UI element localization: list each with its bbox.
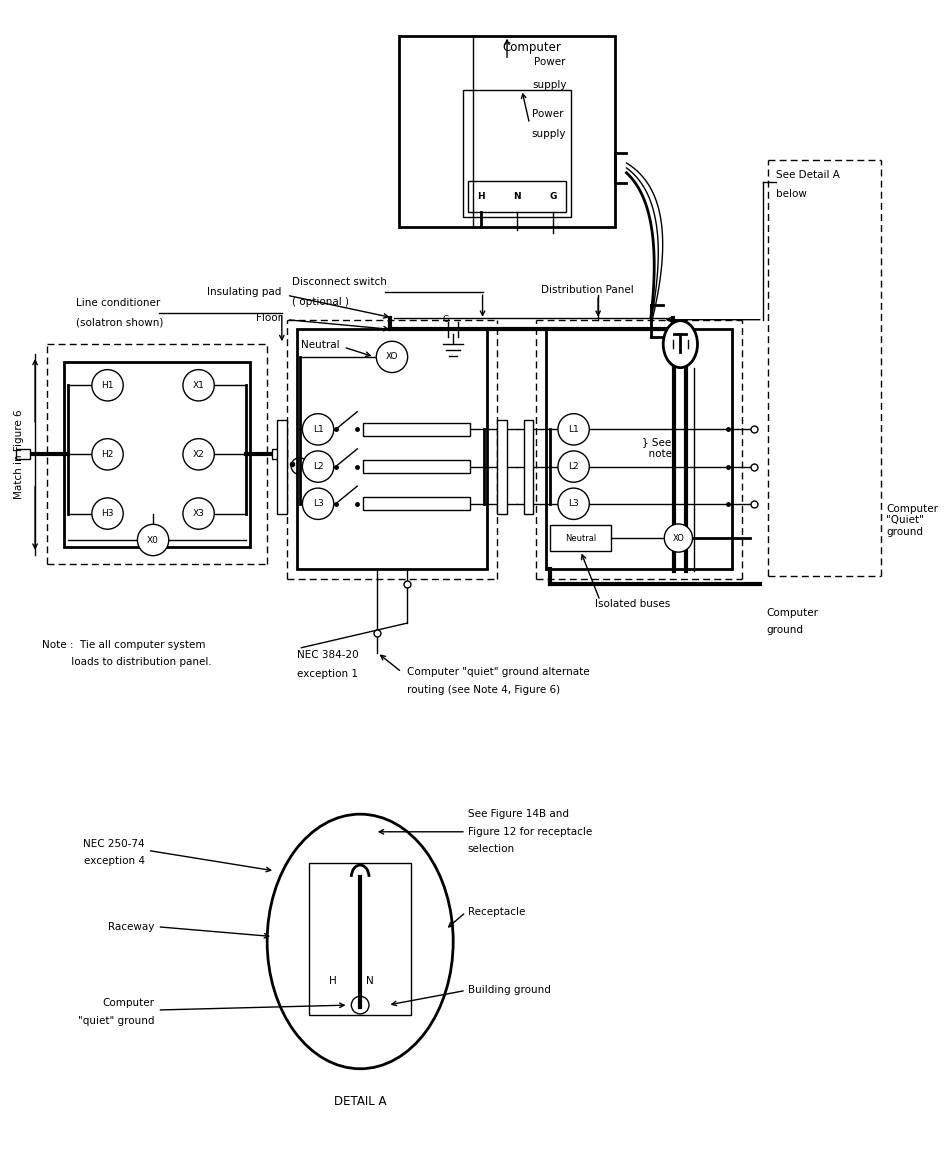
- Text: X3: X3: [192, 510, 205, 518]
- Circle shape: [665, 524, 692, 552]
- FancyBboxPatch shape: [363, 423, 470, 436]
- Text: Receptacle: Receptacle: [468, 908, 525, 917]
- Text: Power: Power: [535, 58, 566, 67]
- Text: H3: H3: [101, 510, 114, 518]
- Text: H: H: [477, 191, 484, 201]
- Text: See Detail A: See Detail A: [776, 170, 840, 180]
- Circle shape: [302, 413, 334, 445]
- Circle shape: [558, 451, 590, 483]
- FancyBboxPatch shape: [523, 419, 534, 513]
- FancyBboxPatch shape: [363, 460, 470, 473]
- FancyBboxPatch shape: [15, 450, 30, 459]
- Text: NEC 250-74: NEC 250-74: [83, 838, 145, 849]
- Text: Figure 12 for receptacle: Figure 12 for receptacle: [468, 826, 592, 837]
- Text: exception 4: exception 4: [83, 856, 145, 866]
- Text: (solatron shown): (solatron shown): [76, 318, 164, 328]
- Text: Computer
"Quiet"
ground: Computer "Quiet" ground: [886, 504, 938, 537]
- Text: X0: X0: [147, 535, 159, 545]
- Text: N: N: [366, 976, 374, 986]
- Circle shape: [92, 439, 123, 470]
- Text: below: below: [776, 189, 807, 200]
- Circle shape: [302, 451, 334, 483]
- Ellipse shape: [664, 321, 698, 367]
- Text: Isolated buses: Isolated buses: [595, 599, 670, 608]
- Text: Note :  Tie all computer system: Note : Tie all computer system: [42, 640, 206, 649]
- Text: DETAIL A: DETAIL A: [334, 1094, 387, 1107]
- Text: exception 1: exception 1: [297, 669, 357, 679]
- Circle shape: [137, 525, 169, 555]
- Text: Raceway: Raceway: [108, 922, 155, 932]
- Text: See Figure 14B and: See Figure 14B and: [468, 809, 569, 819]
- Circle shape: [183, 370, 214, 402]
- Text: G: G: [442, 315, 448, 324]
- Text: Neutral: Neutral: [565, 533, 596, 542]
- Ellipse shape: [267, 814, 453, 1068]
- FancyBboxPatch shape: [272, 450, 286, 459]
- Circle shape: [183, 498, 214, 529]
- Text: Neutral: Neutral: [301, 340, 340, 350]
- Text: Computer: Computer: [767, 608, 818, 619]
- Text: Disconnect switch: Disconnect switch: [292, 277, 387, 288]
- Text: L3: L3: [568, 499, 579, 508]
- Text: ground: ground: [767, 625, 804, 635]
- Text: NEC 384-20: NEC 384-20: [297, 649, 358, 660]
- Text: Floor: Floor: [256, 312, 282, 323]
- Text: H: H: [329, 976, 337, 986]
- Text: loads to distribution panel.: loads to distribution panel.: [42, 657, 211, 667]
- FancyBboxPatch shape: [277, 419, 286, 513]
- Circle shape: [92, 498, 123, 529]
- Text: L1: L1: [313, 425, 323, 434]
- FancyBboxPatch shape: [498, 419, 507, 513]
- Text: "quiet" ground: "quiet" ground: [78, 1016, 155, 1026]
- Text: Distribution Panel: Distribution Panel: [541, 285, 634, 296]
- Text: routing (see Note 4, Figure 6): routing (see Note 4, Figure 6): [407, 684, 560, 695]
- Text: Computer "quiet" ground alternate: Computer "quiet" ground alternate: [407, 667, 590, 677]
- Text: Insulating pad: Insulating pad: [208, 288, 282, 297]
- Text: supply: supply: [533, 80, 567, 89]
- FancyBboxPatch shape: [309, 863, 411, 1014]
- Text: X1: X1: [192, 380, 205, 390]
- Text: G: G: [550, 191, 556, 201]
- Text: H2: H2: [101, 450, 114, 459]
- Circle shape: [302, 488, 334, 519]
- Text: L3: L3: [313, 499, 323, 508]
- Circle shape: [376, 342, 408, 372]
- Text: L2: L2: [568, 463, 579, 471]
- Circle shape: [558, 413, 590, 445]
- Circle shape: [183, 439, 214, 470]
- Text: Match in Figure 6: Match in Figure 6: [14, 410, 25, 499]
- Text: Computer: Computer: [102, 998, 155, 1008]
- Circle shape: [92, 370, 123, 402]
- Text: X2: X2: [192, 450, 205, 459]
- Text: Computer: Computer: [502, 41, 561, 54]
- Text: selection: selection: [468, 844, 515, 855]
- Text: N: N: [513, 191, 520, 201]
- Text: XO: XO: [672, 533, 684, 542]
- Circle shape: [558, 488, 590, 519]
- Text: Building ground: Building ground: [468, 985, 551, 996]
- Text: XO: XO: [386, 352, 398, 362]
- Text: } See
  note: } See note: [642, 437, 672, 459]
- Text: ( optional ): ( optional ): [292, 297, 349, 308]
- Text: L2: L2: [313, 463, 323, 471]
- Text: supply: supply: [532, 129, 566, 139]
- Text: H1: H1: [101, 380, 114, 390]
- Text: Line conditioner: Line conditioner: [76, 298, 160, 308]
- Text: L1: L1: [568, 425, 579, 434]
- FancyBboxPatch shape: [363, 498, 470, 511]
- Text: Power: Power: [532, 109, 563, 119]
